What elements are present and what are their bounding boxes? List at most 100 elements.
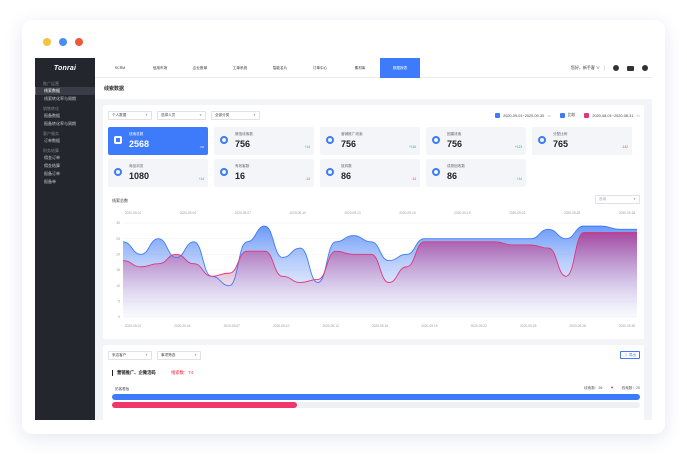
metric-delta: -14 (305, 177, 310, 181)
metric-card[interactable]: 营销推广线索 756 +116 (320, 127, 420, 155)
chart-title: 线索总数 (112, 198, 128, 203)
sidebar-group-title: 销售转化 (43, 106, 59, 111)
sidebar-item-report-conversion[interactable]: 报备转化率与周期 (44, 121, 76, 126)
stat-a: 线索数：26 (584, 386, 603, 390)
x-tick-label-bottom: 2020-09-30 (619, 324, 636, 328)
metric-card[interactable]: 分配比例 765 -142 (532, 127, 632, 155)
x-tick-label-top: 2020-09-19 (454, 211, 471, 215)
id-card-icon[interactable] (627, 65, 634, 71)
metric-value: 16 (235, 171, 246, 181)
series-compare-line[interactable] (122, 231, 637, 283)
chevron-down-icon: ▼ (253, 113, 256, 117)
brand-logo: Tonrai (53, 64, 77, 72)
sidebar-group-title: 推广运营 (43, 81, 59, 86)
metric-value: 765 (553, 139, 569, 149)
nav-order-center[interactable]: 订单中心 (312, 66, 328, 70)
sidebar-item-commission-settlement[interactable]: 佣金结算 (44, 163, 60, 168)
sidebar-group-title: 客户服务 (43, 131, 59, 136)
metric-delta: +123 (514, 145, 522, 149)
metric-card[interactable]: 成熟回收数 86 +14 (426, 159, 526, 187)
chart-filter-select[interactable]: 选填 ▼ (595, 195, 640, 204)
compass-icon[interactable] (613, 65, 619, 71)
sidebar-group-finance: 财务结算 佣金订单 佣金结算 报备订单 报备单 (35, 145, 95, 186)
nav-enterprise-bill[interactable]: 企业账单 (192, 66, 208, 70)
link-icon (114, 136, 122, 144)
export-button[interactable]: ⇩ 导出 (620, 351, 640, 359)
sidebar-item-order-data[interactable]: 订单数据 (44, 138, 60, 143)
current-range-text[interactable]: 2020-09-01~2020-09-30 (503, 113, 545, 118)
sidebar-item-report-data[interactable]: 报备数据 (44, 113, 60, 118)
metric-label: 团建线索 (447, 132, 462, 136)
y-tick-label: 15 (116, 268, 120, 272)
scope-select[interactable]: 个人数据 ▼ (108, 111, 152, 120)
metric-delta: +14 (516, 177, 522, 181)
compare-checkbox[interactable] (559, 113, 565, 118)
nav-scrm[interactable]: SCRM (114, 66, 126, 70)
metric-label: 营销推广线索 (341, 132, 363, 136)
row-label: 拓客看板 (115, 387, 130, 391)
sidebar: Tonrai 推广运营 线索数据 线索转化率与周期 销售转化 报备数据 报备转化… (35, 58, 95, 420)
metric-value: 756 (447, 139, 463, 149)
channel-filter-row: 来店客户 ▼ 事项筛选 ▼ (108, 351, 201, 360)
top-nav: SCRM 信用市场 企业账单 工单系统 智能名片 订单中心 素材库 数据报表 (100, 58, 420, 78)
item-filter-select[interactable]: 事项筛选 ▼ (157, 351, 201, 360)
person-select[interactable]: 选择人员 ▼ (157, 111, 206, 120)
pie-icon (538, 136, 546, 144)
item-filter-value: 事项筛选 (161, 353, 176, 357)
nav-smart-card[interactable]: 智能名片 (272, 66, 288, 70)
metric-label: 有效客数 (235, 164, 250, 168)
window-dot-yellow[interactable] (43, 38, 51, 46)
date-range-controls: 2020-09-01~2020-09-30 ▭ 比较 2020-08-01~20… (495, 113, 640, 118)
x-tick-label-top: 2020-09-25 (564, 211, 581, 215)
flag-icon: ⚑ (610, 386, 614, 390)
sidebar-item-lead-data[interactable]: 线索数据 (35, 87, 95, 95)
user-menu[interactable]: 您好，新手客 ∨ (571, 65, 605, 71)
nav-ticket-system[interactable]: 工单系统 (232, 66, 248, 70)
metric-value: 2568 (129, 139, 150, 149)
metric-card[interactable]: 团建线索 756 +123 (426, 127, 526, 155)
customer-type-value: 来店客户 (112, 353, 127, 357)
metric-card[interactable]: 线索总数 2568 -nz (108, 127, 208, 155)
top-right-tools: 您好，新手客 ∨ (571, 58, 648, 78)
sidebar-item-report-orders[interactable]: 报备订单 (44, 171, 60, 176)
person-select-value: 选择人员 (161, 113, 176, 117)
gear-icon[interactable] (642, 65, 648, 71)
metric-label: 商品浏览 (129, 164, 144, 168)
calendar-icon[interactable]: ▭ (547, 114, 551, 118)
metric-value: 86 (341, 171, 352, 181)
y-tick-label: 0 (118, 315, 120, 319)
metric-card[interactable]: 微信线索数 756 +14 (214, 127, 314, 155)
lead-chart: 0 5 10 15 20 25 30 2020-09-01 2020-09-04 2020-09-… (109, 207, 639, 333)
user-icon (220, 168, 228, 176)
window-dot-blue[interactable] (59, 38, 67, 46)
compare-range-text[interactable]: 2020-08-01~2020-08-31 (592, 113, 634, 118)
series-current-line[interactable] (122, 225, 637, 287)
x-tick-label-bottom: 2020-09-16 (372, 324, 389, 328)
progress-track-pink (112, 402, 640, 408)
metric-delta: -nz (199, 145, 204, 149)
sidebar-item-lead-conversion[interactable]: 线索转化率与周期 (44, 96, 76, 101)
progress-track-blue (112, 394, 640, 400)
metric-delta: -14 (411, 177, 416, 181)
section-count: 线索数：74 (171, 370, 193, 375)
calendar-icon[interactable]: ▭ (636, 114, 640, 118)
window-dot-red[interactable] (75, 38, 83, 46)
sidebar-item-report-sheet[interactable]: 报备单 (44, 179, 56, 184)
chevron-down-icon: ▼ (194, 353, 197, 357)
x-tick-label-top: 2020-09-28 (619, 211, 636, 215)
metric-card[interactable]: 商品浏览 1080 +14 (108, 159, 208, 187)
customer-type-select[interactable]: 来店客户 ▼ (108, 351, 152, 360)
metric-card[interactable]: 有效客数 16 -14 (214, 159, 314, 187)
nav-material-library[interactable]: 素材库 (354, 66, 366, 70)
metric-delta: +14 (198, 177, 204, 181)
metric-card[interactable]: 放弃数 86 -14 (320, 159, 420, 187)
chevron-down-icon: ▼ (145, 353, 148, 357)
nav-data-report[interactable]: 数据报表 (380, 58, 420, 78)
section-title: 营销推广、企微活码 (112, 370, 156, 376)
nav-credit-market[interactable]: 信用市场 (152, 66, 168, 70)
dashboard-app: Tonrai 推广运营 线索数据 线索转化率与周期 销售转化 报备数据 报备转化… (35, 58, 652, 420)
chevron-down-icon: ▼ (199, 113, 202, 117)
sidebar-item-commission-orders[interactable]: 佣金订单 (44, 155, 60, 160)
category-select[interactable]: 全部分类 ▼ (211, 111, 260, 120)
y-tick-label: 5 (118, 300, 120, 304)
